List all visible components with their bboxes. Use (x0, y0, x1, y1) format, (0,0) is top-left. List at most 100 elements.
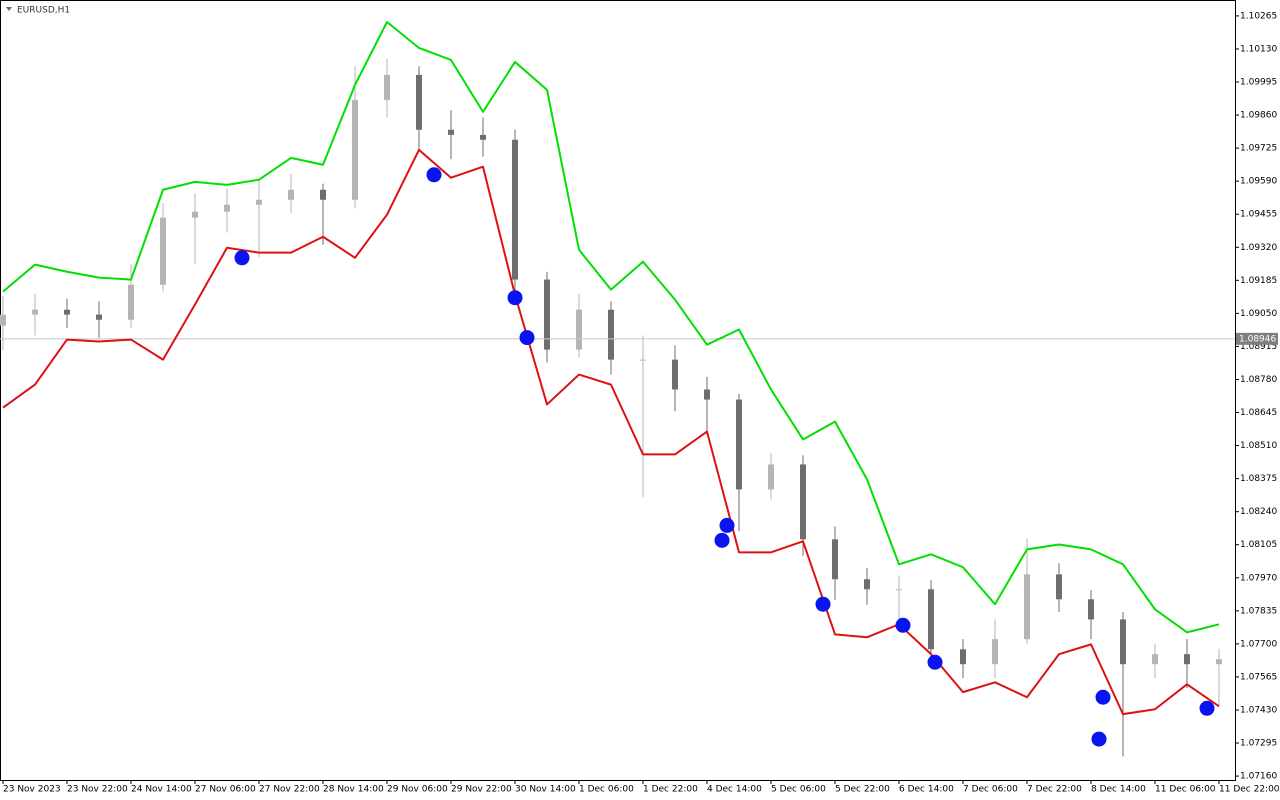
candle-body (416, 74, 422, 130)
candle-body (32, 309, 38, 315)
signal-point (426, 167, 442, 183)
candle-body (96, 314, 102, 320)
signal-point (1199, 700, 1215, 716)
x-tick-label: 29 Nov 22:00 (451, 785, 512, 795)
current-price-box (1236, 332, 1278, 345)
x-tick-label: 28 Nov 14:00 (323, 785, 384, 795)
x-tick-label: 11 Dec 06:00 (1155, 785, 1216, 795)
candle-body (544, 279, 550, 350)
x-tick-label: 27 Nov 22:00 (259, 785, 320, 795)
x-tick-label: 23 Nov 22:00 (67, 785, 128, 795)
x-tick-label: 7 Dec 22:00 (1027, 785, 1082, 795)
y-tick-label: 1.08915 (1240, 342, 1277, 352)
candle-body (128, 284, 134, 320)
y-tick-label: 1.09455 (1240, 210, 1277, 220)
y-tick-label: 1.07430 (1240, 705, 1277, 715)
candle-body (1024, 574, 1030, 640)
menu-arrow (6, 7, 12, 11)
candle-body (480, 134, 486, 140)
candle-body (832, 539, 838, 580)
signal-point (714, 532, 730, 548)
candle-body (640, 359, 646, 361)
y-tick-label: 1.09590 (1240, 177, 1277, 187)
current-price-label: 1.08946 (1239, 334, 1276, 344)
x-tick-label: 7 Dec 06:00 (963, 785, 1018, 795)
candle-body (960, 649, 966, 665)
x-tick-label: 29 Nov 06:00 (387, 785, 448, 795)
candle-body (256, 199, 262, 205)
candle-body (672, 359, 678, 390)
x-tick-label: 30 Nov 14:00 (515, 785, 576, 795)
y-tick-label: 1.08780 (1240, 375, 1277, 385)
y-tick-label: 1.09995 (1240, 78, 1277, 88)
candle-body (352, 99, 358, 200)
upper-band-line (2, 21, 1220, 634)
y-tick-label: 1.07160 (1240, 772, 1277, 782)
y-tick-label: 1.08240 (1240, 507, 1277, 517)
candle-body (224, 204, 230, 212)
candle-body (1184, 654, 1190, 665)
x-tick-label: 5 Dec 06:00 (771, 785, 826, 795)
x-tick-label: 27 Nov 06:00 (195, 785, 256, 795)
x-tick-label: 8 Dec 14:00 (1091, 785, 1146, 795)
candle-body (928, 589, 934, 650)
candle-body (64, 309, 70, 315)
candle-body (384, 74, 390, 100)
candle-body (896, 589, 902, 591)
x-tick-label: 24 Nov 14:00 (131, 785, 192, 795)
y-tick-label: 1.09725 (1240, 144, 1277, 154)
x-tick-label: 5 Dec 22:00 (835, 785, 890, 795)
x-tick-label: 23 Nov 2023 (3, 785, 61, 795)
y-tick-label: 1.09050 (1240, 309, 1277, 319)
candle-body (0, 314, 6, 326)
y-tick-label: 1.07835 (1240, 606, 1277, 616)
x-tick-label: 4 Dec 14:00 (707, 785, 762, 795)
candle-body (864, 579, 870, 590)
x-tick-label: 6 Dec 14:00 (899, 785, 954, 795)
candle-body (1056, 574, 1062, 600)
y-tick-label: 1.08105 (1240, 540, 1277, 550)
candle-body (800, 464, 806, 540)
y-tick-label: 1.07295 (1240, 739, 1277, 749)
x-tick-label: 11 Dec 22:00 (1219, 785, 1280, 795)
candle-body (608, 309, 614, 360)
y-tick-label: 1.08375 (1240, 474, 1277, 484)
candle-body (1152, 654, 1158, 665)
y-tick-label: 1.09320 (1240, 243, 1277, 253)
x-tick-label: 1 Dec 06:00 (579, 785, 634, 795)
candle-body (320, 189, 326, 200)
candle-body (160, 217, 166, 285)
y-tick-label: 1.07700 (1240, 639, 1277, 649)
candle-body (192, 211, 198, 218)
y-tick-label: 1.10130 (1240, 44, 1277, 54)
candle-body (768, 464, 774, 490)
candle-body (736, 399, 742, 490)
candle-body (1120, 619, 1126, 665)
candle-body (704, 389, 710, 400)
y-tick-label: 1.09185 (1240, 276, 1277, 286)
signal-point (507, 290, 523, 306)
candle-body (992, 639, 998, 665)
signal-point (519, 330, 535, 346)
signal-point (815, 596, 831, 612)
signal-point (1091, 731, 1107, 747)
x-tick-label: 1 Dec 22:00 (643, 785, 698, 795)
candle-body (448, 129, 454, 135)
y-tick-label: 1.09860 (1240, 111, 1277, 121)
lower-band-line (2, 148, 1220, 716)
signal-point (1095, 689, 1111, 705)
y-tick-label: 1.10265 (1240, 11, 1277, 21)
candle-body (512, 139, 518, 280)
y-tick-label: 1.08645 (1240, 408, 1277, 418)
candle-body (1088, 599, 1094, 620)
candle-body (288, 189, 294, 200)
signal-point (719, 517, 735, 533)
y-tick-label: 1.07565 (1240, 672, 1277, 682)
candle-body (1216, 659, 1222, 665)
chart-title: EURUSD,H1 (17, 6, 70, 16)
candle-body (576, 309, 582, 350)
y-tick-label: 1.08510 (1240, 441, 1277, 451)
signal-point (234, 250, 250, 266)
